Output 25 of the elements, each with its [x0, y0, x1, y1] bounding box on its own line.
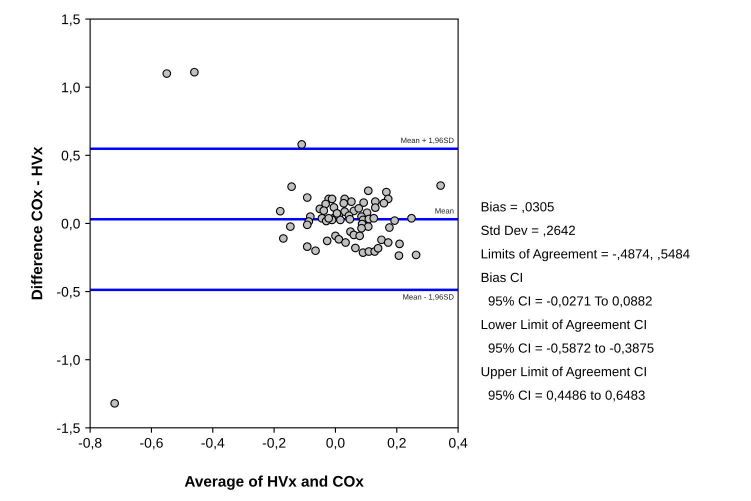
y-tick-label: -0,5 [57, 286, 80, 298]
text: Std Dev = ,2642 [481, 225, 575, 237]
text: Limits of Agreement = -,4874, ,5484 [482, 248, 690, 262]
text: 95% CI = 0,4486 to 0,6483 [488, 390, 645, 402]
x-tick-label: -0,8 [78, 438, 102, 450]
x-axis-title: Average of HVx and COx [184, 476, 364, 490]
y-tick-label: 0,0 [62, 218, 80, 230]
y-tick-label: 0,5 [62, 150, 80, 162]
text: Lower Limit of Agreement CI [482, 320, 646, 332]
y-tick-label: -1,5 [57, 423, 80, 435]
x-tick-label: -0,2 [262, 438, 286, 450]
text: Bias CI [482, 272, 522, 282]
x-tick-label: 0,2 [388, 438, 406, 450]
text: 95% CI = -0,5872 to -0,3875 [488, 343, 654, 354]
x-tick-label: -0,6 [140, 438, 163, 450]
y-tick-label: 1,0 [62, 82, 80, 94]
text: 95% CI = -0,0271 To 0,0882 [488, 296, 652, 308]
x-tick-label: -0,4 [201, 438, 224, 450]
y-axis-title: Difference COx - HVx [31, 146, 42, 300]
x-tick-label: 0,0 [326, 438, 345, 450]
text: Upper Limit of Agreement CI [482, 366, 646, 379]
x-tick-label: 0,4 [449, 438, 468, 450]
text: Bias = ,0305 [482, 202, 554, 214]
y-tick-label: -1,0 [57, 355, 80, 367]
y-tick-label: 1,5 [62, 14, 80, 26]
